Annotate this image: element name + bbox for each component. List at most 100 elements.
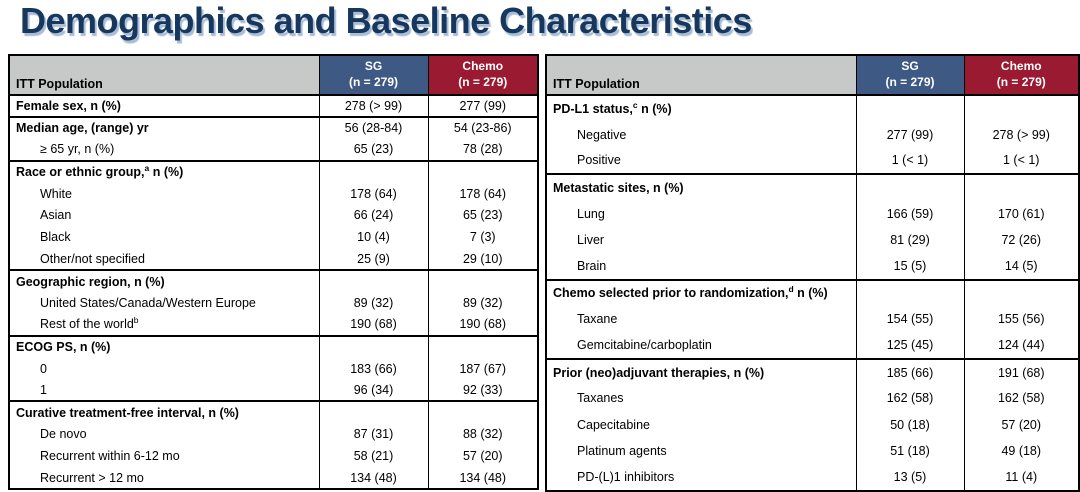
sg-value: 58 (21) xyxy=(318,445,428,468)
row-label: Black xyxy=(40,230,71,245)
table-group: Geographic region, n (%) United States/Ca… xyxy=(9,270,538,336)
chemo-value: 14 (5) xyxy=(963,253,1079,280)
row-label: De novo xyxy=(40,427,87,442)
footnote-marker: d xyxy=(788,284,794,295)
sg-value: 66 (24) xyxy=(318,204,428,227)
row-label: Positive xyxy=(577,153,621,168)
chemo-value xyxy=(963,279,1079,307)
sg-value: 166 (59) xyxy=(855,200,964,227)
table-group: Prior (neo)adjuvant therapies, n (%) 185 … xyxy=(546,358,1079,491)
sg-value: 96 (34) xyxy=(318,379,428,402)
sg-label: SG xyxy=(364,59,383,74)
sg-value: 183 (66) xyxy=(318,357,428,380)
table-row: PD-(L)1 inhibitors 13 (5) 11 (4) xyxy=(546,464,1079,491)
table-row: PD-L1 status,c n (%) xyxy=(546,95,1079,122)
sg-value: 25 (9) xyxy=(318,248,428,271)
table-row: Taxane 154 (55) 155 (56) xyxy=(546,306,1079,333)
sg-value: 154 (55) xyxy=(855,306,964,333)
table-row: Geographic region, n (%) xyxy=(9,270,538,293)
footnote-marker: a xyxy=(144,162,150,173)
chemo-value: 1 (< 1) xyxy=(963,147,1079,175)
sg-value xyxy=(318,270,428,293)
sg-value xyxy=(855,95,964,122)
table-group: Race or ethnic group,a n (%) White 178 (64… xyxy=(9,160,538,271)
table-row: 0 183 (66) 187 (67) xyxy=(9,357,538,380)
chemo-column-header: Chemo (n = 279) xyxy=(963,55,1079,95)
row-label: Liver xyxy=(577,233,605,248)
table-row: Median age, (range) yr 56 (28-84) 54 (23-8… xyxy=(9,116,538,139)
sg-value: 89 (32) xyxy=(318,292,428,314)
itt-population-header: ITT Population xyxy=(9,55,319,95)
page-title: Demographics and Baseline Characteristic… xyxy=(20,0,752,41)
chemo-value: 134 (48) xyxy=(427,467,538,490)
table-row: Asian 66 (24) 65 (23) xyxy=(9,204,538,227)
chemo-value: 162 (58) xyxy=(963,385,1079,412)
table-row: Lung 166 (59) 170 (61) xyxy=(546,200,1079,227)
baseline-table-left: ITT Population SG (n = 279) Chemo (n = 2… xyxy=(8,54,539,491)
table-row: Positive 1 (< 1) 1 (< 1) xyxy=(546,147,1079,175)
header-row: ITT Population SG (n = 279) Chemo (n = 2… xyxy=(9,55,538,95)
table-row: Capecitabine 50 (18) 57 (20) xyxy=(546,411,1079,439)
table-row: ≥ 65 yr, n (%) 65 (23) 78 (28) xyxy=(9,138,538,161)
chemo-value: 178 (64) xyxy=(427,182,538,205)
sg-value: 185 (66) xyxy=(855,358,964,386)
table-group: PD-L1 status,c n (%) Negative 277 (99) 278 … xyxy=(546,95,1079,175)
row-label: Asian xyxy=(40,208,72,223)
row-label: Recurrent > 12 mo xyxy=(40,470,144,485)
sg-column-header: SG (n = 279) xyxy=(855,55,964,95)
sg-label: SG xyxy=(901,59,919,74)
sg-value xyxy=(855,174,964,201)
table-row: Recurrent > 12 mo 134 (48) 134 (48) xyxy=(9,467,538,490)
row-label: PD-(L)1 inhibitors xyxy=(577,470,675,485)
row-label: ≥ 65 yr, n (%) xyxy=(40,142,115,157)
sg-value: 134 (48) xyxy=(318,467,428,490)
sg-value: 15 (5) xyxy=(855,253,964,280)
chemo-value xyxy=(963,174,1079,201)
table-row: Rest of the worldb 190 (68) 190 (68) xyxy=(9,313,538,336)
table-header: ITT Population SG (n = 279) Chemo (n = 2… xyxy=(546,55,1079,95)
row-label: United States/Canada/Western Europe xyxy=(40,295,256,310)
sg-value: 10 (4) xyxy=(318,226,428,249)
chemo-value: 190 (68) xyxy=(427,313,538,336)
row-label: Geographic region, n (%) xyxy=(16,274,165,289)
sg-value: 65 (23) xyxy=(318,138,428,161)
table-row: Brain 15 (5) 14 (5) xyxy=(546,253,1079,280)
chemo-value: 65 (23) xyxy=(427,204,538,227)
row-label: Taxane xyxy=(577,312,618,327)
sg-value: 125 (45) xyxy=(855,332,964,359)
table-row: White 178 (64) 178 (64) xyxy=(9,182,538,205)
chemo-value: 187 (67) xyxy=(427,357,538,380)
table-row: Negative 277 (99) 278 (> 99) xyxy=(546,121,1079,148)
sg-value xyxy=(318,160,428,183)
table-row: Race or ethnic group,a n (%) xyxy=(9,160,538,183)
footnote-marker: b xyxy=(133,315,139,326)
chemo-value: 29 (10) xyxy=(427,248,538,271)
chemo-value: 57 (20) xyxy=(963,411,1079,439)
row-label: Negative xyxy=(577,127,627,142)
chemo-value: 89 (32) xyxy=(427,292,538,314)
sg-value: 51 (18) xyxy=(855,438,964,465)
sg-value: 278 (> 99) xyxy=(318,95,428,117)
chemo-value: 278 (> 99) xyxy=(963,121,1079,148)
table-row: Black 10 (4) 7 (3) xyxy=(9,226,538,249)
row-label: Brain xyxy=(577,259,607,274)
chemo-n: (n = 279) xyxy=(996,75,1046,89)
row-label: Median age, (range) yr xyxy=(16,121,149,136)
sg-value xyxy=(318,335,428,358)
chemo-value: 191 (68) xyxy=(963,358,1079,386)
itt-population-header: ITT Population xyxy=(546,55,856,95)
row-label: Taxanes xyxy=(577,391,624,406)
row-label: PD-L1 status,c n (%) xyxy=(553,99,672,116)
chemo-value xyxy=(427,270,538,293)
sg-value: 178 (64) xyxy=(318,182,428,205)
row-label: Female sex, n (%) xyxy=(16,98,121,113)
table-row: Taxanes 162 (58) 162 (58) xyxy=(546,385,1079,412)
chemo-value xyxy=(427,335,538,358)
table-row: ECOG PS, n (%) xyxy=(9,335,538,358)
sg-value: 81 (29) xyxy=(855,226,964,254)
sg-value: 162 (58) xyxy=(855,385,964,412)
chemo-label: Chemo xyxy=(462,59,504,74)
chemo-n: (n = 279) xyxy=(458,75,508,89)
chemo-value: 54 (23-86) xyxy=(427,116,538,139)
sg-value: 13 (5) xyxy=(855,464,964,491)
